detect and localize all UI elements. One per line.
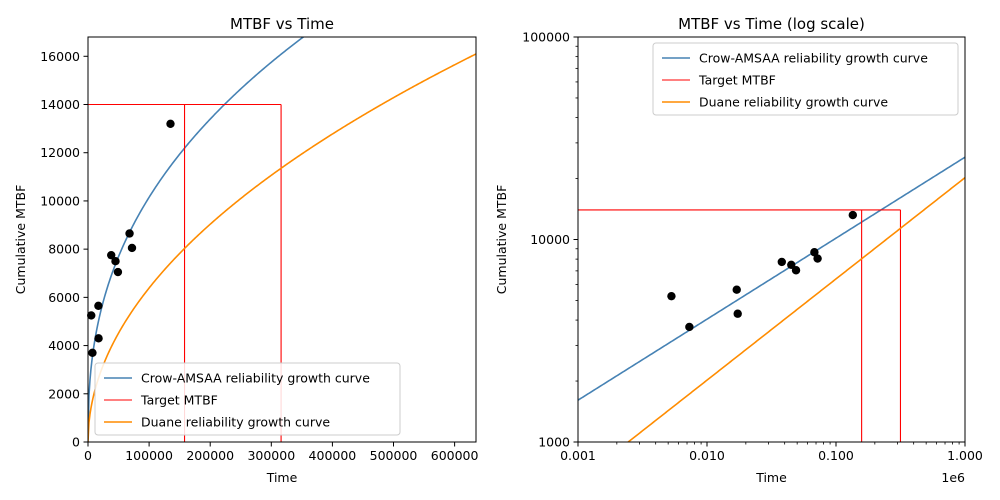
data-point bbox=[166, 119, 175, 128]
x-axis-label: Time bbox=[266, 470, 298, 485]
y-tick-label: 14000 bbox=[40, 97, 80, 112]
y-tick-label: 16000 bbox=[40, 49, 80, 64]
data-point bbox=[732, 285, 741, 294]
y-tick-label: 8000 bbox=[48, 242, 80, 257]
y-tick-label: 4000 bbox=[48, 338, 80, 353]
data-point bbox=[787, 260, 796, 270]
data-point bbox=[733, 309, 742, 318]
chart-log: 0.001 0.010 0.100 1.000 1000 10000 100000 1e6 MT… bbox=[494, 15, 983, 485]
y-tick-label: 2000 bbox=[48, 386, 80, 401]
data-point bbox=[94, 334, 103, 343]
legend-entry: Duane reliability growth curve bbox=[699, 95, 888, 110]
chart-linear: 0 100000 200000 300000 400000 500000 600000 0 20… bbox=[13, 15, 479, 485]
axes-frame bbox=[87, 36, 477, 443]
legend: Crow-AMSAA reliability growth curve Targe… bbox=[652, 42, 959, 116]
data-point bbox=[88, 348, 97, 358]
legend-entry: Duane reliability growth curve bbox=[141, 415, 330, 430]
legend-entry: Target MTBF bbox=[140, 393, 218, 408]
legend: Crow-AMSAA reliability growth curve Targe… bbox=[94, 362, 401, 436]
x-axis-multiplier: 1e6 bbox=[941, 470, 965, 485]
data-point bbox=[107, 250, 116, 260]
data-point bbox=[685, 322, 694, 332]
x-tick-label: 0.010 bbox=[689, 448, 725, 463]
x-tick-label: 400000 bbox=[309, 448, 357, 463]
chart-title: MTBF vs Time (log scale) bbox=[678, 15, 865, 33]
chart-title: MTBF vs Time bbox=[230, 15, 334, 33]
y-tick-label: 0 bbox=[72, 435, 80, 450]
x-tick-label: 0.001 bbox=[560, 448, 596, 463]
y-tick-label: 12000 bbox=[40, 145, 80, 160]
legend-entry: Crow-AMSAA reliability growth curve bbox=[699, 51, 928, 66]
data-point bbox=[791, 266, 801, 275]
data-point bbox=[87, 311, 96, 320]
y-tick-label: 10000 bbox=[530, 232, 570, 247]
series-duane-curve bbox=[626, 177, 965, 442]
data-point bbox=[94, 301, 103, 310]
x-tick-label: 0 bbox=[84, 448, 92, 463]
legend-entry: Crow-AMSAA reliability growth curve bbox=[141, 371, 370, 386]
y-tick-label: 1000 bbox=[538, 435, 570, 450]
x-tick-label: 1.000 bbox=[947, 448, 983, 463]
x-axis-label: Time bbox=[755, 470, 787, 485]
legend-entry: Target MTBF bbox=[698, 73, 776, 88]
y-axis-label: Cumulative MTBF bbox=[13, 185, 28, 295]
data-point bbox=[848, 210, 858, 220]
y-axis-label: Cumulative MTBF bbox=[494, 185, 509, 295]
legend-box bbox=[94, 362, 401, 436]
x-tick-label: 600000 bbox=[431, 448, 479, 463]
series-crow-amsaa-curve bbox=[578, 156, 965, 401]
data-point bbox=[810, 248, 819, 257]
y-tick-label: 10000 bbox=[40, 193, 80, 208]
data-point bbox=[667, 291, 676, 301]
data-point bbox=[113, 267, 123, 277]
series-duane-curve bbox=[88, 53, 476, 442]
data-point bbox=[125, 229, 134, 238]
data-point bbox=[127, 243, 137, 253]
data-point bbox=[777, 257, 786, 267]
series-crow-amsaa-curve bbox=[88, 37, 305, 440]
data-point bbox=[813, 254, 822, 263]
y-tick-label: 100000 bbox=[522, 30, 570, 45]
plot-layer bbox=[578, 156, 965, 442]
legend-box bbox=[652, 42, 959, 116]
x-tick-label: 0.100 bbox=[818, 448, 854, 463]
data-point bbox=[111, 256, 120, 266]
x-tick-label: 100000 bbox=[125, 448, 173, 463]
x-tick-label: 200000 bbox=[186, 448, 234, 463]
x-tick-label: 500000 bbox=[370, 448, 418, 463]
y-tick-label: 6000 bbox=[48, 290, 80, 305]
x-tick-label: 300000 bbox=[247, 448, 295, 463]
